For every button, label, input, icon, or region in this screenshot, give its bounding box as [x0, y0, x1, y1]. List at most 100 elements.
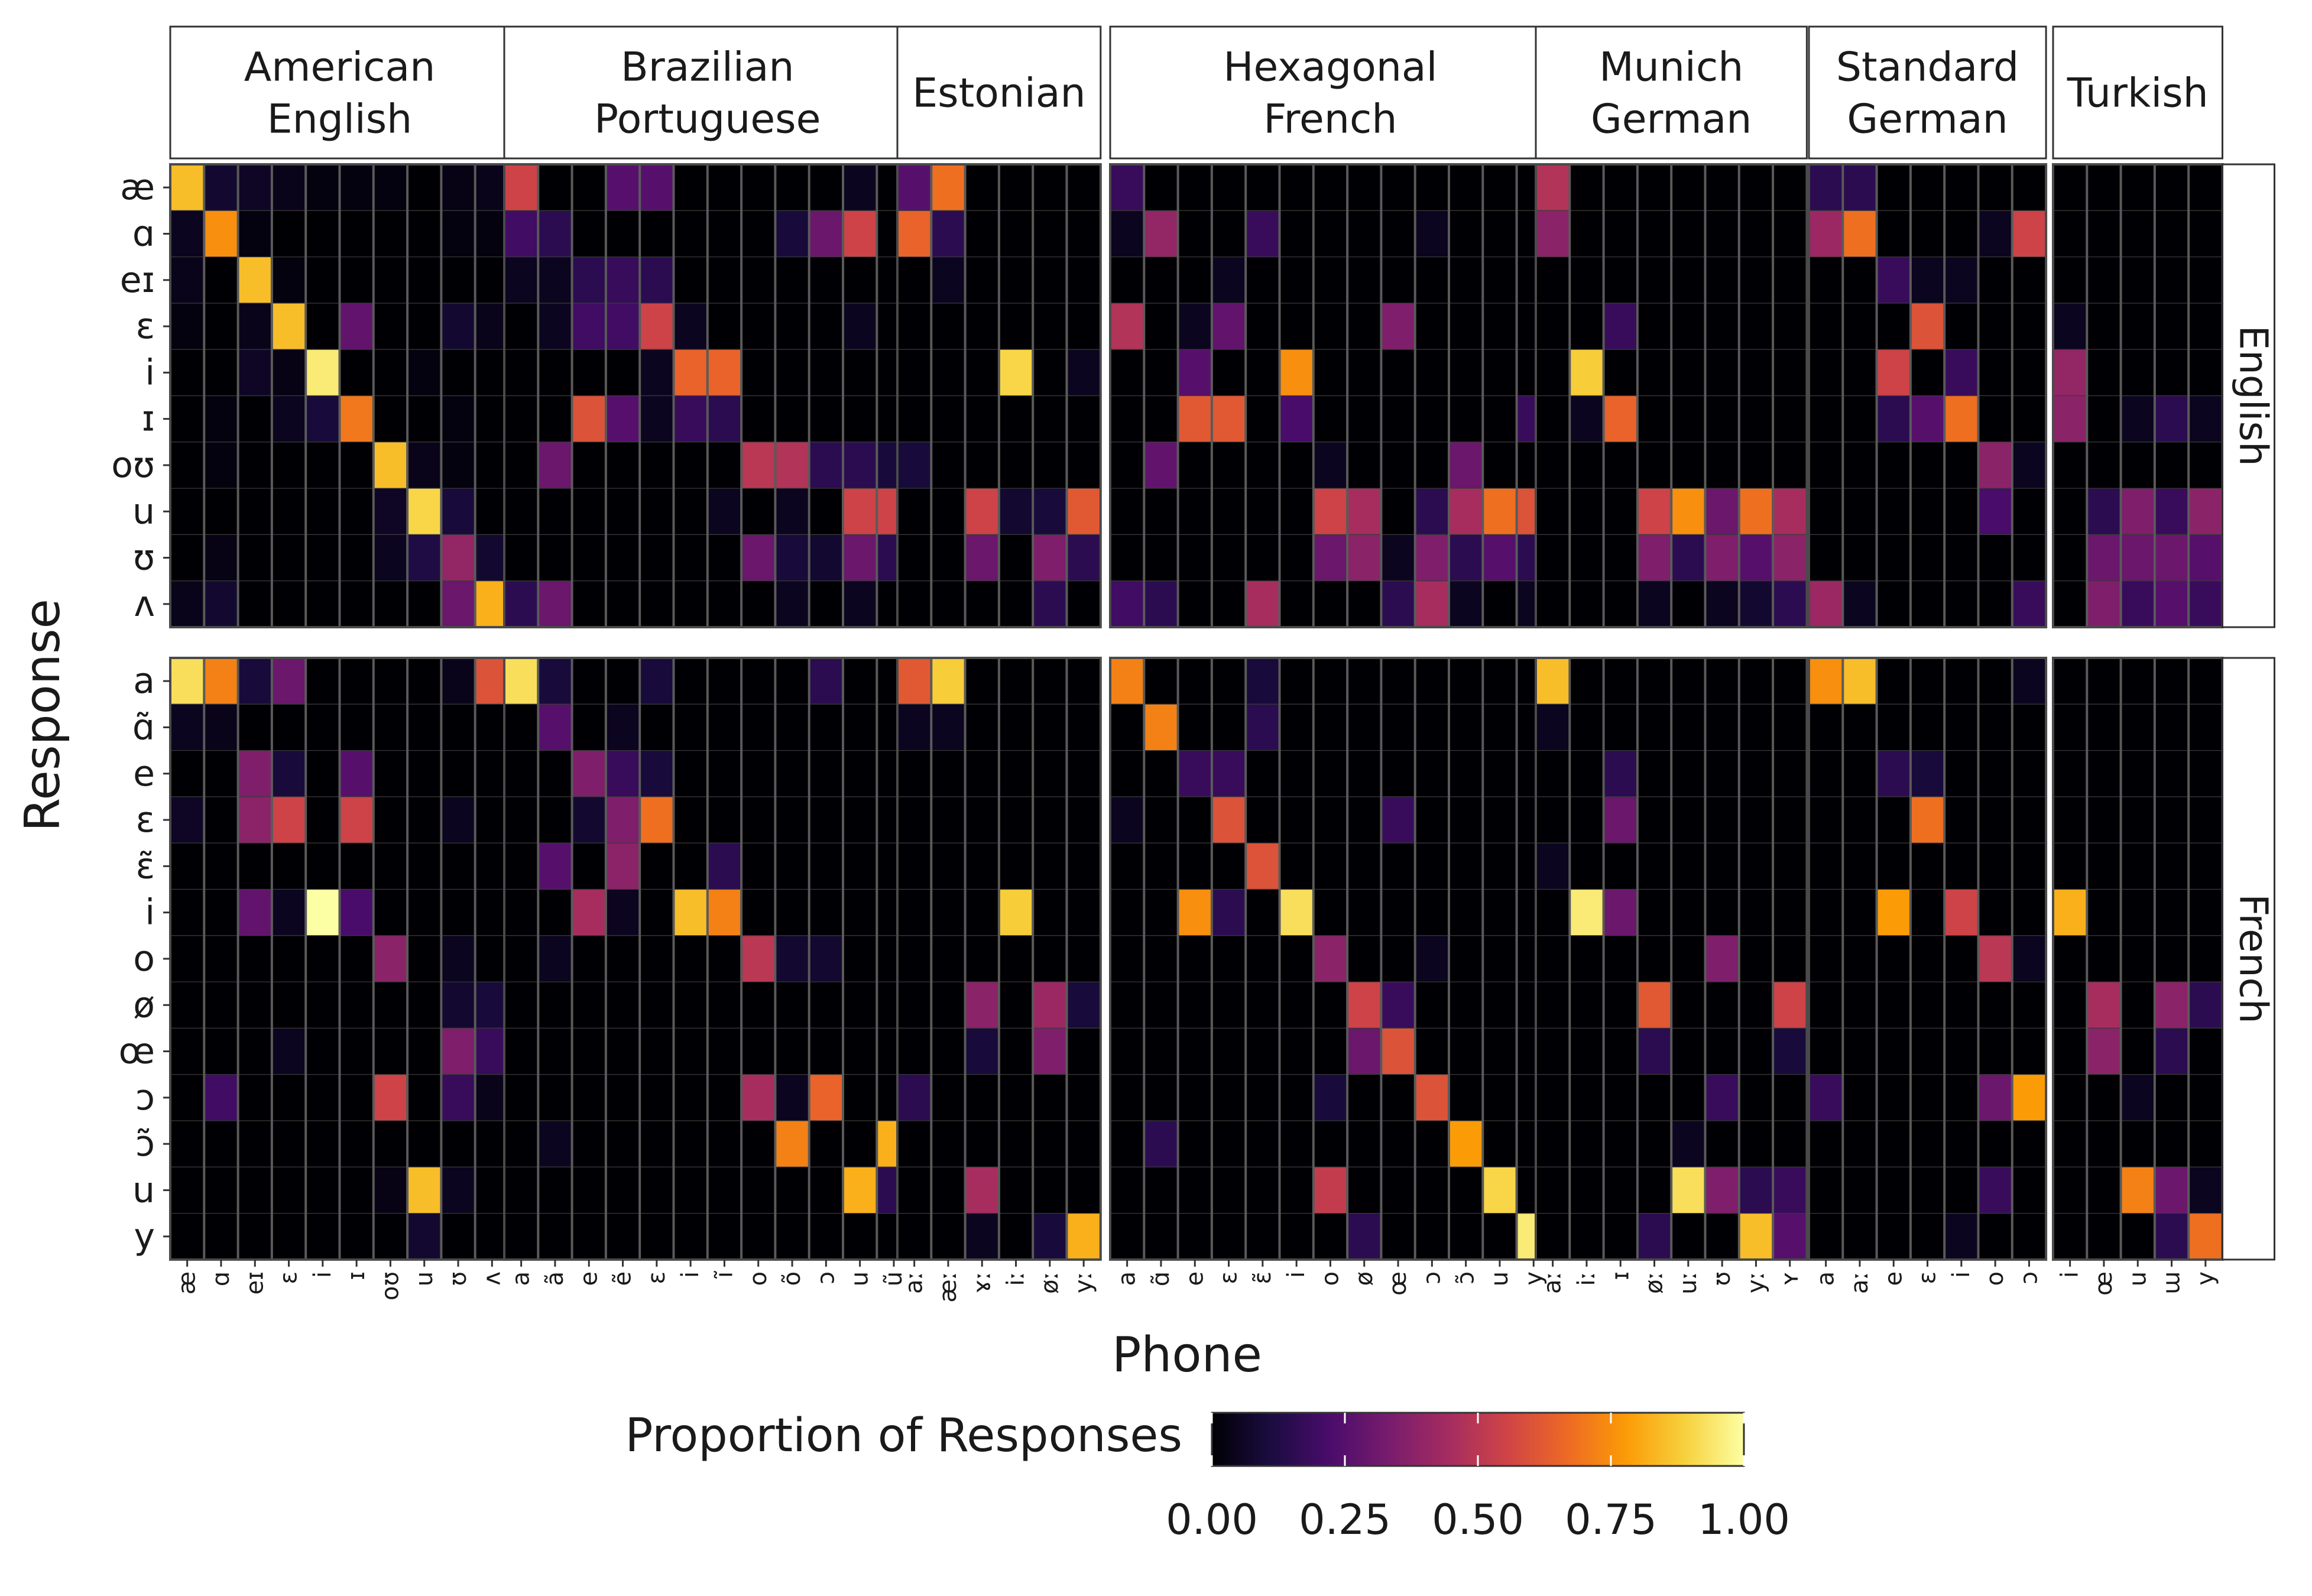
heatmap-cell	[1380, 981, 1416, 1029]
heatmap-cell	[930, 303, 966, 350]
heatmap-cell	[1032, 1027, 1068, 1075]
heatmap-cell	[1347, 796, 1382, 844]
heatmap-cell	[170, 488, 205, 535]
heatmap-cell	[1808, 1166, 1843, 1214]
heatmap-cell	[1448, 657, 1483, 705]
heatmap-cell	[1910, 935, 1945, 982]
heatmap-cell	[170, 395, 205, 443]
heatmap-cell	[1448, 534, 1483, 582]
heatmap-cell	[407, 981, 442, 1029]
heatmap-cell	[1637, 657, 1672, 705]
heatmap-cell	[897, 1166, 932, 1214]
heatmap-cell	[897, 1027, 932, 1075]
heatmap-cell	[1637, 1120, 1672, 1167]
heatmap-cell	[571, 703, 607, 751]
x-tick-label: ɪ	[1607, 1271, 1634, 1280]
heatmap-cell	[998, 257, 1033, 304]
heatmap-cell	[1143, 442, 1179, 489]
heatmap-cell	[1110, 1027, 1144, 1075]
heatmap-cell	[673, 842, 708, 890]
heatmap-cell	[1177, 750, 1212, 797]
heatmap-cell	[1808, 703, 1843, 751]
heatmap-cell	[964, 750, 1000, 797]
heatmap-cell	[774, 888, 810, 936]
heatmap-cell	[504, 580, 539, 628]
heatmap-cell	[809, 981, 844, 1029]
heatmap-cell	[2086, 303, 2122, 350]
heatmap-cell	[1704, 1166, 1740, 1214]
heatmap-cell	[203, 703, 239, 751]
heatmap-cell	[1380, 1120, 1416, 1167]
heatmap-cell	[1603, 257, 1638, 304]
heatmap-cell	[1482, 349, 1517, 397]
heatmap-cell	[1066, 257, 1101, 304]
heatmap-cell	[1944, 1213, 1979, 1260]
heatmap-cell	[897, 1213, 932, 1260]
heatmap-cell	[440, 888, 476, 936]
heatmap-cell	[930, 981, 966, 1029]
heatmap-cell	[1603, 981, 1638, 1029]
heatmap-cell	[1808, 488, 1843, 535]
heatmap-cell	[1032, 842, 1068, 890]
heatmap-cell	[741, 935, 776, 982]
heatmap-cell	[1143, 842, 1179, 890]
heatmap-cell	[1347, 750, 1382, 797]
heatmap-cell	[2012, 750, 2047, 797]
y-tick-label: u	[132, 491, 155, 532]
heatmap-cell	[203, 1120, 239, 1167]
heatmap-cell	[1415, 303, 1450, 350]
x-tick-label: i	[677, 1271, 704, 1278]
heatmap-cell	[1245, 750, 1280, 797]
heatmap-cell	[809, 1213, 844, 1260]
heatmap-cell	[271, 1120, 306, 1167]
heatmap-cell	[930, 703, 966, 751]
y-tick-label: ɑ	[132, 213, 155, 254]
heatmap-cell	[930, 750, 966, 797]
heatmap-cell	[1704, 488, 1740, 535]
heatmap-cell	[537, 1213, 573, 1260]
heatmap-cell	[1245, 534, 1280, 582]
heatmap-cell	[2188, 1027, 2223, 1075]
heatmap-cell	[1910, 303, 1945, 350]
heatmap-cell	[2012, 395, 2047, 443]
heatmap-cell	[605, 534, 640, 582]
heatmap-cell	[2188, 981, 2223, 1029]
heatmap-cell	[339, 395, 374, 443]
heatmap-cell	[1977, 750, 2013, 797]
heatmap-cell	[1671, 935, 1706, 982]
heatmap-cell	[504, 303, 539, 350]
heatmap-cell	[2052, 1074, 2087, 1121]
heatmap-cell	[1279, 750, 1314, 797]
heatmap-cell	[1066, 888, 1101, 936]
heatmap-cell	[1569, 580, 1604, 628]
heatmap-cell	[2154, 303, 2189, 350]
heatmap-cell	[1143, 580, 1179, 628]
heatmap-cell	[407, 1213, 442, 1260]
heatmap-cell	[1876, 796, 1911, 844]
heatmap-cell	[537, 1074, 573, 1121]
heatmap-cell	[1977, 210, 2013, 258]
heatmap-cell	[741, 750, 776, 797]
heatmap-cell	[774, 935, 810, 982]
heatmap-cell	[2120, 1213, 2155, 1260]
heatmap-cell	[1876, 1027, 1911, 1075]
heatmap-cell	[203, 395, 239, 443]
heatmap-cell	[897, 981, 932, 1029]
heatmap-cell	[1772, 1213, 1808, 1260]
heatmap-cell	[440, 842, 476, 890]
heatmap-cell	[1482, 164, 1517, 211]
heatmap-cell	[373, 796, 408, 844]
heatmap-cell	[1842, 210, 1878, 258]
heatmap-cell	[2012, 442, 2047, 489]
heatmap-cell	[1032, 257, 1068, 304]
heatmap-cell	[537, 257, 573, 304]
heatmap-cell	[1842, 164, 1878, 211]
panel-border	[1535, 657, 1808, 1261]
heatmap-cell	[1842, 1213, 1878, 1260]
heatmap-cell	[1143, 349, 1179, 397]
heatmap-cell	[2188, 703, 2223, 751]
heatmap-cell	[407, 1120, 442, 1167]
heatmap-cell	[605, 580, 640, 628]
column-strip-label: Brazilian	[621, 44, 794, 91]
heatmap-cell	[1977, 935, 2013, 982]
